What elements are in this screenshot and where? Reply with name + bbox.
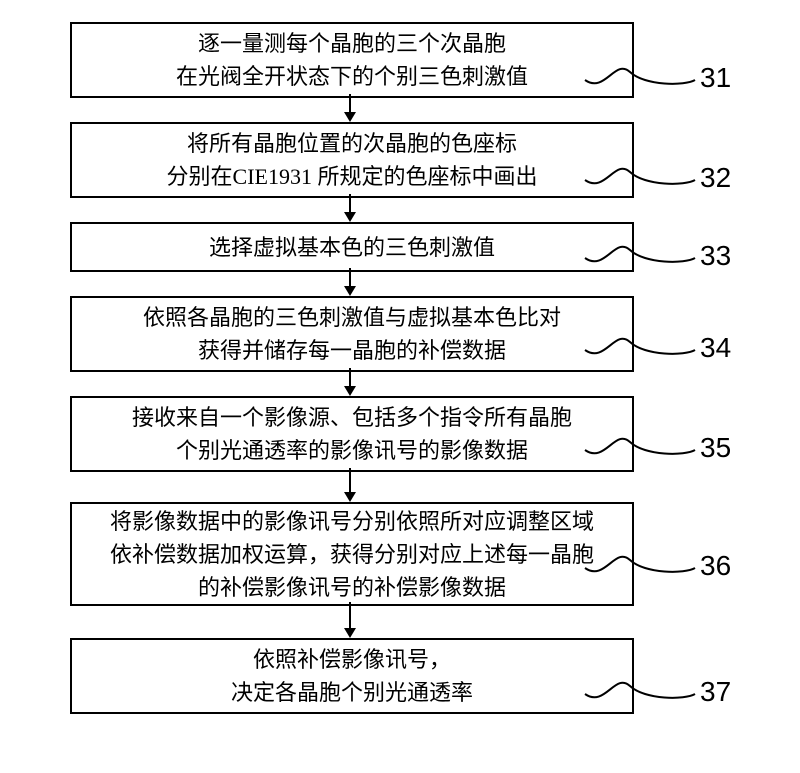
flow-arrow: [0, 0, 800, 773]
